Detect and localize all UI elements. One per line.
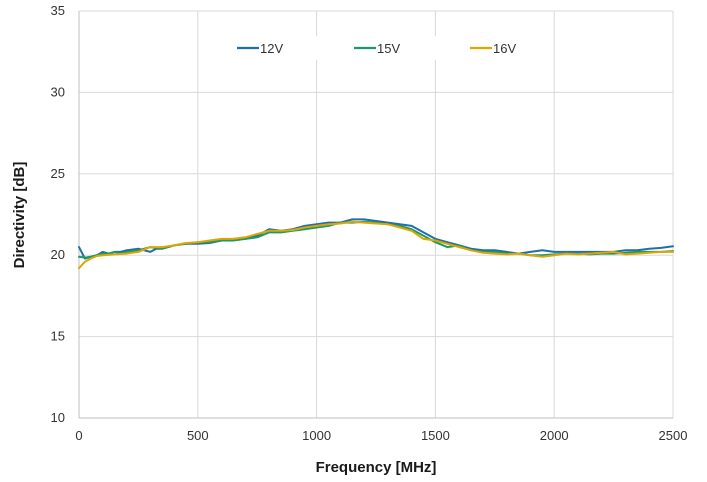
x-axis-title: Frequency [MHz] <box>316 459 437 476</box>
y-tick-label: 30 <box>51 84 65 99</box>
y-tick-label: 10 <box>51 410 65 425</box>
legend-label-15V: 15V <box>377 41 400 56</box>
series-lines <box>78 218 674 270</box>
x-tick-label: 2000 <box>540 428 569 443</box>
series-line-16V <box>78 220 674 270</box>
x-tick-label: 0 <box>75 428 82 443</box>
axes <box>78 11 673 419</box>
legend-label-12V: 12V <box>260 41 283 56</box>
gridlines <box>79 10 674 418</box>
y-tick-label: 25 <box>51 166 65 181</box>
y-tick-label: 15 <box>51 329 65 344</box>
y-axis-title: Directivity [dB] <box>11 162 28 269</box>
x-tick-label: 1000 <box>302 428 331 443</box>
x-tick-label: 2500 <box>659 428 688 443</box>
legend-label-16V: 16V <box>493 41 516 56</box>
tick-labels: 10 15 20 25 30 35 0 500 1000 1500 2000 2500 <box>51 3 688 443</box>
legend: 12V 15V 16V <box>225 36 545 60</box>
y-tick-label: 20 <box>51 247 65 262</box>
y-tick-label: 35 <box>51 3 65 18</box>
x-tick-label: 500 <box>187 428 209 443</box>
x-tick-label: 1500 <box>421 428 450 443</box>
